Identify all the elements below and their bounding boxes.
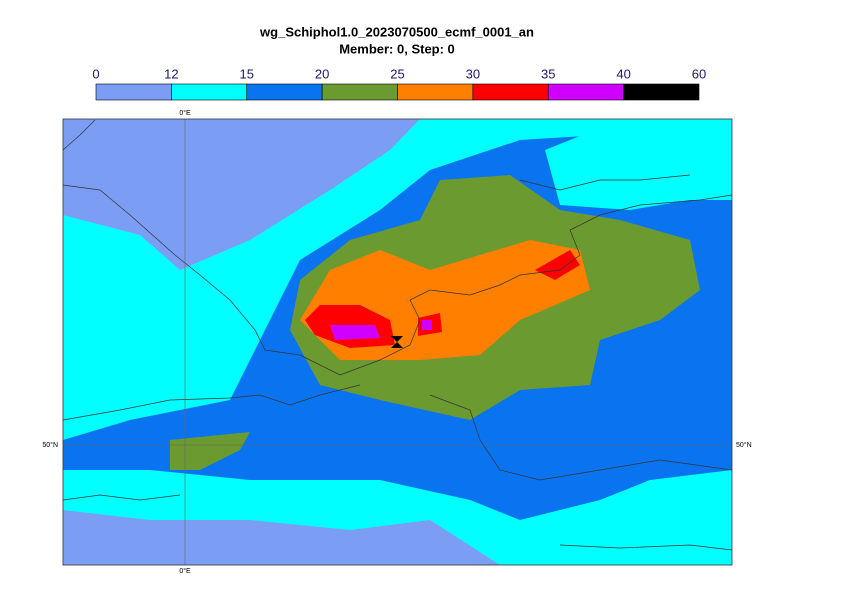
field-region (545, 122, 732, 210)
coastline (63, 174, 732, 551)
colorbar-tick-label: 35 (541, 66, 555, 81)
field-region (330, 325, 380, 340)
colorbar-bin (472, 83, 549, 101)
colorbar-bin (397, 83, 474, 101)
colorbar-tick-label: 20 (315, 66, 329, 81)
colorbar-bin (321, 83, 398, 101)
meridian-label: 0°E (179, 109, 191, 117)
colorbar-tick-label: 15 (240, 66, 254, 81)
colorbar-tick-label: 12 (164, 66, 178, 81)
field-region (422, 320, 432, 330)
map-frame (62, 118, 733, 566)
colorbar-bin (623, 83, 700, 101)
meridian-label: 0°E (179, 567, 191, 575)
colorbar-bin (171, 83, 248, 101)
colorbar-tick-label: 30 (466, 66, 480, 81)
subtitle: Member: 0, Step: 0 (339, 41, 455, 56)
colorbar-tick-label: 0 (92, 66, 99, 81)
coastline (63, 119, 732, 376)
colorbar-tick-label: 25 (390, 66, 404, 81)
station-marker (391, 336, 403, 348)
title: wg_Schiphol1.0_2023070500_ecmf_0001_an (259, 24, 534, 39)
colorbar-bin (547, 83, 624, 101)
colorbar-bin (246, 83, 323, 101)
parallel-label: 50°N (42, 441, 58, 449)
colorbar-tick-label: 60 (692, 66, 706, 81)
map (63, 119, 732, 565)
parallel-label: 50°N (736, 441, 752, 449)
field-region (170, 432, 250, 470)
colorbar-tick-label: 40 (616, 66, 630, 81)
colorbar-bin (95, 83, 172, 101)
coastline (63, 384, 732, 481)
colorbar: 0 12 15 20 25 30 35 40 60 (92, 66, 706, 101)
field-region (535, 250, 580, 280)
